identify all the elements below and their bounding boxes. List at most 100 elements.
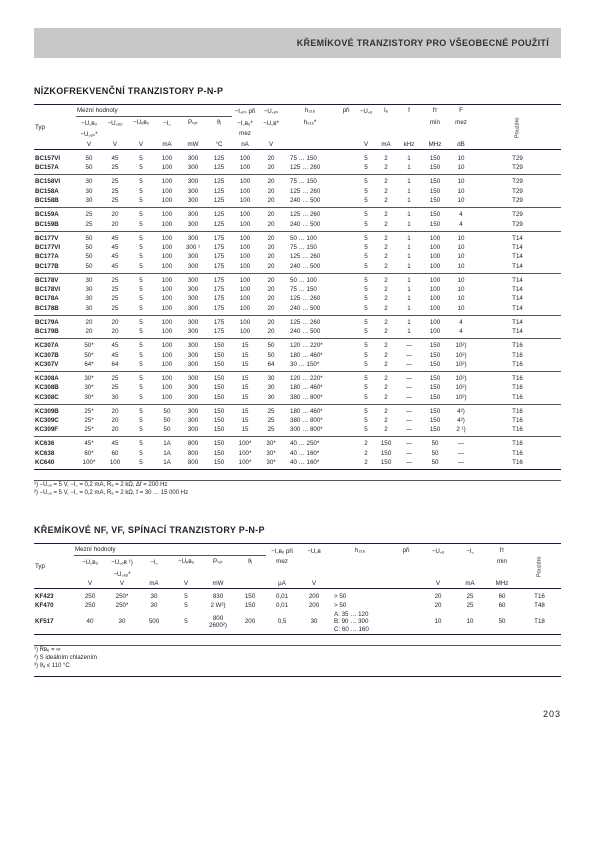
cell: T14	[474, 294, 561, 303]
cell: 25*	[76, 404, 102, 416]
cell: 10	[422, 610, 454, 634]
cell: 100	[154, 152, 180, 163]
h-h21e2: h₂₁ₑ*	[284, 116, 336, 128]
cell: 25	[102, 304, 128, 316]
cell: 150	[422, 219, 448, 231]
cell: 100	[154, 350, 180, 359]
cell: 100	[422, 327, 448, 339]
cell: 5	[128, 294, 154, 303]
cell: 830	[202, 591, 234, 600]
cell: —	[396, 437, 422, 449]
t2-ptot: Pₜₒₜ	[202, 556, 234, 568]
cell: —	[396, 383, 422, 392]
cell: 2	[376, 371, 396, 383]
cell: 300	[180, 383, 206, 392]
n23: ³) ϑₐ ≤ 110 °C	[34, 662, 561, 670]
cell: 5	[128, 243, 154, 252]
cell: 45	[102, 261, 128, 273]
cell: 5	[356, 371, 376, 383]
cell: 300	[180, 187, 206, 196]
cell: 10²)	[448, 383, 474, 392]
cell: T29	[474, 152, 561, 163]
cell: 100	[154, 327, 180, 339]
cell: 180 … 460*	[284, 350, 336, 359]
table-row: BC178V302551003001751002050 … 1005211001…	[34, 273, 561, 285]
cell: 20	[102, 404, 128, 416]
cell: 125	[206, 152, 232, 163]
cell: 250*	[106, 591, 138, 600]
note2: ²) −U꜀ₑ = 5 V, −I꜀ = 0,2 mA, R₉ = 2 kΩ, …	[34, 489, 561, 497]
cell: 100	[232, 219, 258, 231]
cell: 5	[356, 327, 376, 339]
table-row: KC63645*4551A800150100*30*40 … 250*2150—…	[34, 437, 561, 449]
cell: 300	[180, 252, 206, 261]
u5: mW	[180, 140, 206, 150]
table-row: KC309B25*205503001501525180 … 460*52—150…	[34, 404, 561, 416]
h-ie: Iₑ	[376, 105, 396, 117]
h-min: min	[422, 116, 448, 128]
cell: 25	[454, 601, 486, 610]
cell: 100	[422, 252, 448, 261]
table-row: KF423250250*3058301500,01200> 50202560T1…	[34, 591, 561, 600]
cell: 5	[128, 437, 154, 449]
cell: 300	[180, 196, 206, 208]
u11: kHz	[396, 140, 422, 150]
cell: T16	[474, 416, 561, 425]
cell: 250	[74, 591, 106, 600]
cell: BC159B	[34, 219, 76, 231]
cell: 100	[154, 339, 180, 351]
cell: BC158VI	[34, 175, 76, 187]
cell: 150	[234, 591, 266, 600]
table-row: BC159B2520510030012510020240 … 500521150…	[34, 219, 561, 231]
cell: 300 ¹	[180, 243, 206, 252]
cell: 30	[76, 175, 102, 187]
table-row: BC179B2020510030017510020240 … 500521100…	[34, 327, 561, 339]
cell: 50	[76, 231, 102, 243]
cell: T29	[474, 163, 561, 175]
cell: 50	[486, 610, 518, 634]
cell: T16	[474, 449, 561, 458]
cell: 125	[206, 208, 232, 220]
t2-min: min	[486, 556, 518, 568]
cell: 4	[448, 327, 474, 339]
cell: 60*	[76, 449, 102, 458]
h-typ: Typ	[34, 105, 76, 150]
cell: 5	[356, 243, 376, 252]
cell: 2	[376, 231, 396, 243]
cell: 150	[422, 416, 448, 425]
cell: BC177B	[34, 261, 76, 273]
cell: 30	[76, 285, 102, 294]
cell: 2	[356, 449, 376, 458]
cell: 150	[422, 350, 448, 359]
cell: 20	[258, 219, 284, 231]
cell: T14	[474, 285, 561, 294]
cell: T14	[474, 243, 561, 252]
cell: 25	[258, 425, 284, 437]
h-uce: −U꜀ₑ	[356, 105, 376, 117]
cell: 100	[154, 231, 180, 243]
cell: 50 … 100	[284, 231, 336, 243]
cell: 50	[258, 339, 284, 351]
cell: 10	[448, 304, 474, 316]
cell: 10	[448, 285, 474, 294]
table-row: BC177V504551003001751002050 … 1005211001…	[34, 231, 561, 243]
cell: 5	[128, 252, 154, 261]
t2-uce-out: −U꜀ₑ	[422, 544, 454, 556]
cell: 120 … 220*	[284, 371, 336, 383]
cell: KF423	[34, 591, 74, 600]
cell: 50	[76, 252, 102, 261]
cell: 20	[258, 252, 284, 261]
cell: 300	[180, 152, 206, 163]
cell: 5	[128, 360, 154, 372]
cell: 250*	[106, 601, 138, 610]
cell: 5	[128, 152, 154, 163]
cell: 2	[376, 294, 396, 303]
cell: 800	[180, 449, 206, 458]
cell: 500	[138, 610, 170, 634]
cell: KF517	[34, 610, 74, 634]
cell: 45*	[76, 437, 102, 449]
cell: 20	[102, 315, 128, 327]
cell: 100	[232, 243, 258, 252]
h-ft: fᴛ	[422, 105, 448, 117]
cell: 100	[154, 392, 180, 404]
